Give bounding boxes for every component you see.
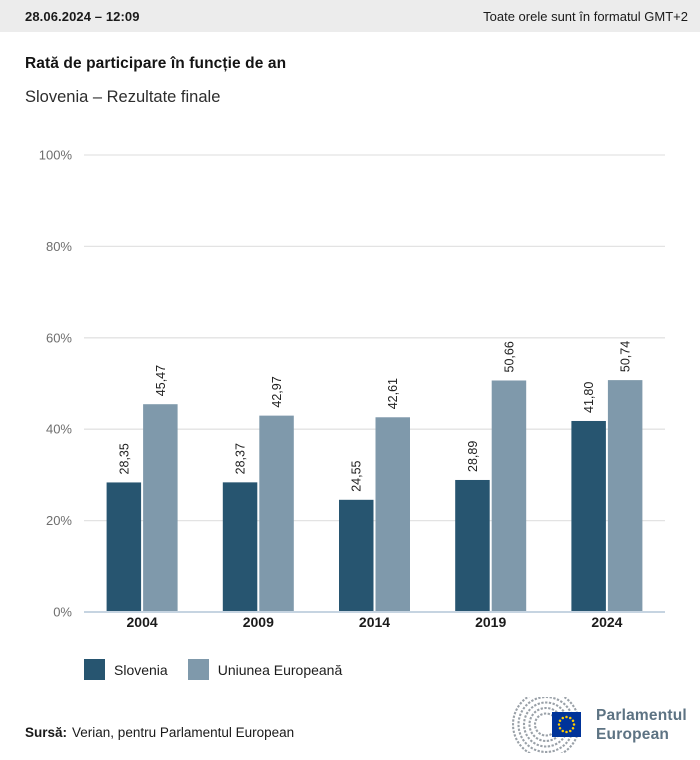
eu-flag-star (571, 727, 575, 730)
bar-slovenia-2024[interactable] (571, 420, 606, 612)
y-tick-label: 80% (46, 239, 72, 254)
bar-value-label: 50,66 (502, 341, 516, 372)
bar-value-label: 50,74 (619, 341, 633, 372)
eu-flag-star (558, 719, 562, 722)
legend-label-uniunea-europeana: Uniunea Europeană (217, 661, 343, 678)
page-title: Rată de participare în funcție de an (25, 55, 287, 72)
legend-item-slovenia[interactable]: Slovenia (84, 659, 168, 680)
bar-value-label: 42,61 (386, 378, 400, 409)
bar-value-label: 28,37 (234, 443, 248, 474)
eu-flag-star (569, 729, 572, 733)
source-text: Verian, pentru Parlamentul European (72, 725, 295, 740)
bar-value-label: 42,97 (270, 376, 284, 407)
topbar: 28.06.2024 – 12:09 Toate orele sunt în f… (0, 0, 700, 32)
bar-slovenia-2019[interactable] (455, 479, 490, 612)
eu-flag-star (571, 719, 575, 722)
bar-uniunea-europeană-2014[interactable] (375, 417, 411, 612)
y-tick-label: 60% (46, 330, 72, 345)
logo-line2: European (596, 726, 670, 743)
legend-swatch-uniunea-europeana (187, 659, 209, 680)
bar-value-label: 45,47 (154, 365, 168, 396)
timezone-note: Toate orele sunt în formatul GMT+2 (483, 8, 688, 24)
bar-value-label: 24,55 (350, 460, 364, 491)
logo-line1: Parlamentul (596, 707, 687, 724)
datetime-label: 28.06.2024 – 12:09 (25, 8, 140, 24)
x-tick-label-2024: 2024 (591, 614, 622, 630)
bar-slovenia-2009[interactable] (222, 482, 258, 612)
y-tick-label: 20% (46, 513, 72, 528)
eu-parliament-logo: Parlamentul European (512, 697, 687, 753)
y-tick-label: 40% (46, 422, 72, 437)
eu-flag-star (558, 727, 562, 730)
bar-value-label: 41,80 (582, 382, 596, 413)
bar-slovenia-2014[interactable] (339, 499, 374, 612)
eu-flag-star (561, 729, 564, 733)
eu-flag-star (569, 716, 572, 720)
source-label: Sursă: (25, 725, 68, 740)
x-tick-label-2019: 2019 (475, 614, 506, 630)
legend-item-uniunea-europeana[interactable]: Uniunea Europeană (187, 659, 343, 680)
chart-legend: Slovenia Uniunea Europeană (84, 659, 342, 680)
eu-flag-star (561, 716, 564, 720)
bar-uniunea-europeană-2019[interactable] (491, 380, 527, 612)
y-tick-label: 0% (53, 605, 72, 620)
bar-uniunea-europeană-2009[interactable] (259, 415, 294, 612)
eu-flag-star (565, 730, 568, 734)
bar-uniunea-europeană-2004[interactable] (143, 404, 178, 612)
bar-slovenia-2004[interactable] (106, 482, 142, 612)
page-subtitle: Slovenia – Rezultate finale (25, 88, 221, 106)
legend-label-slovenia: Slovenia (114, 661, 168, 678)
bar-value-label: 28,35 (117, 443, 131, 474)
bar-uniunea-europeană-2024[interactable] (607, 380, 643, 612)
eu-flag-star (572, 723, 576, 726)
eu-flag-star (565, 715, 568, 719)
logo-text: Parlamentul European (596, 706, 687, 744)
source-note: Sursă: Verian, pentru Parlamentul Europea… (25, 725, 294, 740)
y-tick-label: 100% (39, 148, 73, 163)
eu-flag-star (557, 723, 561, 726)
x-tick-label-2009: 2009 (243, 614, 274, 630)
hemicycle-icon (512, 697, 581, 753)
participation-bar-chart: 0% 20% 40% 60% 80% 100% 28,35 45,47 2004 28,37 42,… (39, 148, 665, 630)
legend-swatch-slovenia (84, 659, 105, 680)
x-tick-label-2014: 2014 (359, 614, 390, 630)
bar-value-label: 28,89 (466, 441, 480, 472)
x-tick-label-2004: 2004 (127, 614, 158, 630)
